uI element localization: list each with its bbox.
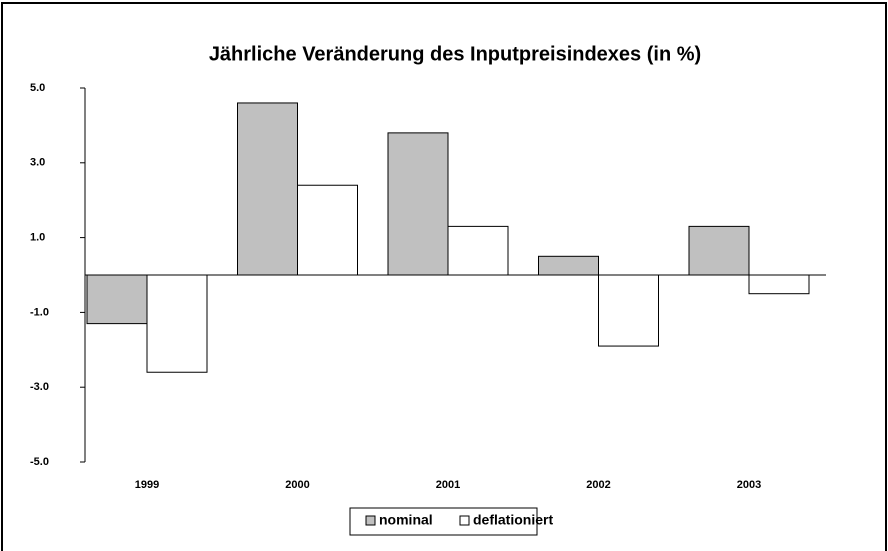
x-tick-label: 2002 — [586, 479, 610, 491]
bar — [387, 132, 449, 276]
bar — [447, 225, 509, 276]
y-tick-label: 1.0 — [30, 232, 45, 244]
y-tick-label: -1.0 — [30, 306, 49, 318]
bar — [86, 274, 148, 325]
bar — [538, 255, 599, 276]
y-tick-label: -3.0 — [30, 381, 49, 393]
y-tick-label: 3.0 — [30, 157, 45, 169]
x-tick-label: 2003 — [737, 479, 761, 491]
bar — [598, 274, 659, 347]
x-tick-label: 2001 — [436, 479, 460, 491]
bar — [146, 274, 208, 373]
chart-title: Jährliche Veränderung des Inputpreisinde… — [209, 43, 701, 65]
legend-swatch — [459, 515, 470, 526]
bar — [688, 225, 750, 276]
y-tick-label: -5.0 — [30, 456, 49, 468]
legend-box — [349, 507, 538, 536]
bar — [237, 102, 298, 276]
x-tick-label: 1999 — [135, 479, 159, 491]
x-tick-label: 2000 — [285, 479, 309, 491]
legend-label: deflationiert — [473, 512, 553, 528]
y-tick-label: 5.0 — [30, 82, 45, 94]
legend-swatch — [365, 515, 376, 526]
legend-label: nominal — [379, 512, 433, 528]
bar — [748, 274, 810, 295]
bar — [297, 184, 358, 276]
